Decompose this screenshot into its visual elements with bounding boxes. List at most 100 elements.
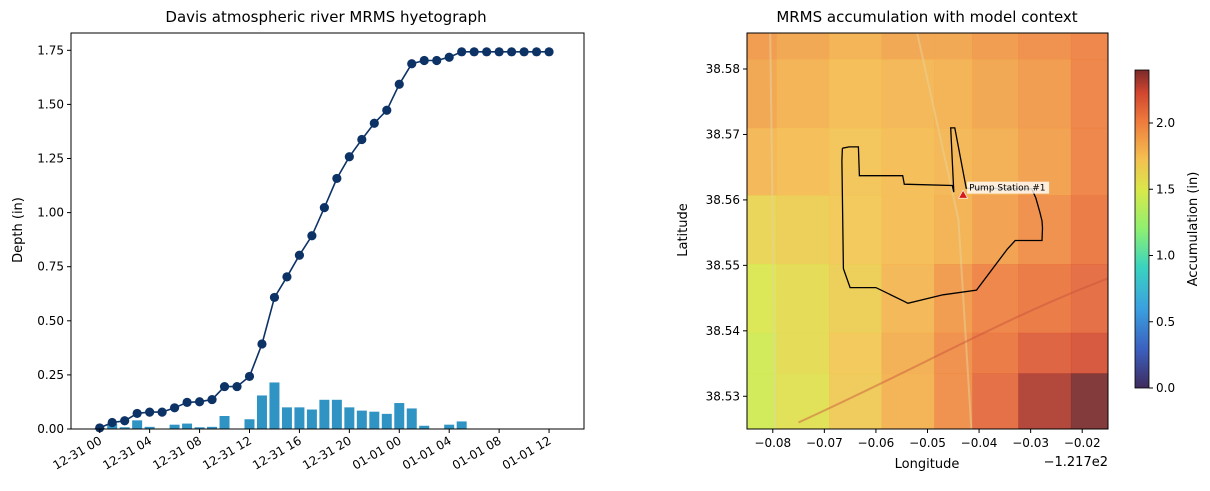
incremental-bar [294,407,305,429]
accumulation-cell [828,332,883,374]
x-tick-label: 01-01 04 [400,433,454,472]
cumulative-point [132,408,142,419]
x-tick-label: 12-31 16 [250,433,304,472]
x-tick-label: 01-01 12 [500,433,554,472]
incremental-bar [381,413,392,429]
map-x-offset-label: −1.217e2 [1044,455,1108,470]
cumulative-point [307,231,317,241]
lon-tick-label: −0.08 [754,436,791,450]
accumulation-cell [747,59,777,129]
incremental-bar [207,426,218,429]
colorbar-tick-label: 0.0 [1156,381,1175,395]
accumulation-cell [828,264,883,334]
model-context-overlay [769,33,1108,429]
accumulation-cell [1018,373,1072,429]
accumulation-cell [881,373,935,429]
lon-tick-label: −0.06 [858,436,895,450]
lat-tick-label: 38.55 [706,258,740,272]
accumulation-cell [1070,264,1108,334]
cumulative-point [482,47,492,57]
y-tick-label: 0.00 [37,422,64,436]
hyetograph-bars [94,382,467,429]
accumulation-cell [1018,195,1072,265]
map-plot-frame [746,32,1109,430]
cumulative-point [219,381,230,392]
cumulative-point [382,105,392,115]
accumulation-cell [776,332,830,374]
cumulative-point [394,79,404,89]
accumulation-cell [776,59,830,129]
accumulation-cell [881,33,935,60]
x-tick-label: 12-31 04 [100,433,154,472]
colorbar-tick-label: 1.5 [1156,182,1175,196]
accumulation-cell [972,373,1019,429]
map-x-ticks: −0.08 −0.07 −0.06 −0.05 −0.04 −0.03 −0.02 [754,429,1101,450]
cumulative-point [469,47,479,57]
incremental-bar [444,424,455,429]
y-tick-label: 1.50 [37,97,64,111]
x-tick-label: 01-01 00 [350,433,404,472]
map-title: MRMS accumulation with model context [776,8,1077,26]
channel-line [798,277,1108,424]
hyetograph-y-ticks: 0.00 0.25 0.50 0.75 1.00 1.25 1.50 1.75 [37,43,71,436]
x-tick-label: 12-31 12 [200,433,254,472]
x-tick-label: 01-01 08 [450,433,504,472]
incremental-bar [119,427,130,429]
colorbar-ticks: 0.0 0.5 1.0 1.5 2.0 [1149,116,1175,395]
colorbar [1134,69,1150,389]
incremental-bar [344,407,355,429]
lat-tick-label: 38.56 [706,193,740,207]
accumulation-cell [776,195,830,265]
cumulative-point [182,397,192,407]
cumulative-point [457,47,467,57]
incremental-bar [256,395,267,429]
accumulation-cell [828,33,883,60]
incremental-bar [406,408,417,429]
colorbar-tick-label: 1.0 [1156,249,1175,263]
accumulation-cell [1070,332,1108,374]
cumulative-point [544,47,554,57]
cumulative-point [120,416,130,426]
accumulation-cell [776,264,830,334]
cumulative-point [432,55,442,66]
incremental-bar [319,399,330,429]
cumulative-point [207,394,217,405]
cumulative-point [194,397,205,407]
map-y-ticks: 38.53 38.54 38.55 38.56 38.57 38.58 [706,62,747,403]
incremental-bar [306,409,317,429]
lon-tick-label: −0.07 [806,436,843,450]
cumulative-point [494,47,504,57]
incremental-bar [356,410,367,429]
accumulation-cell [972,33,1019,60]
lat-tick-label: 38.57 [706,127,740,141]
accumulation-cell [972,59,1019,129]
road-line [916,33,973,429]
incremental-bar [219,416,230,429]
cumulative-point [257,339,267,349]
cumulative-point [269,292,280,303]
accumulation-cell [776,127,830,196]
incremental-bar [331,399,342,429]
cumulative-point [419,55,429,66]
accumulation-cell [828,195,883,265]
accumulation-cell [828,127,883,196]
accumulation-cell [934,373,973,429]
cumulative-point [169,403,180,413]
accumulation-cell [1070,33,1108,60]
cumulative-point [244,371,255,382]
model-boundary-outline [841,127,1044,304]
accumulation-cell [747,264,777,334]
accumulation-cell [747,373,777,429]
accumulation-cell [776,373,830,429]
hyetograph-plot-frame [70,32,585,430]
incremental-bar [169,424,180,429]
cumulative-point [319,203,329,213]
cumulative-point [107,417,117,428]
cumulative-point [407,59,417,69]
incremental-bar [419,425,430,429]
incremental-bar [144,426,155,429]
cumulative-point [444,52,454,62]
accumulation-cell [1018,264,1072,334]
incremental-bar [244,419,255,429]
